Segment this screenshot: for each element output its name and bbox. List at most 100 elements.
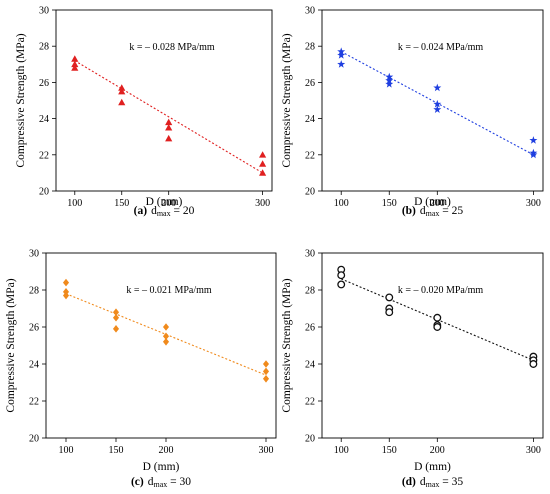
- panel-caption: (a) dmax = 20: [134, 205, 195, 218]
- y-tick-label: 22: [29, 397, 39, 408]
- caption-tag: (a): [134, 205, 148, 217]
- data-point: [112, 313, 120, 322]
- data-point: [529, 136, 538, 144]
- data-point: [162, 338, 170, 346]
- x-tick-label: 200: [159, 445, 174, 456]
- data-point: [62, 278, 70, 287]
- x-axis-label: D (mm): [146, 196, 183, 208]
- data-point: [165, 124, 173, 131]
- data-point: [62, 291, 70, 300]
- data-point: [337, 280, 346, 289]
- y-tick-label: 24: [29, 360, 39, 371]
- chart-panel-b: 20 22 24 26 28 30 100 150 200 300 D (mm) Compressiv…: [281, 6, 544, 218]
- caption-tag: (c): [131, 476, 144, 488]
- x-tick-label: 100: [59, 445, 74, 456]
- x-tick-label: 300: [255, 198, 270, 209]
- data-point: [385, 293, 394, 302]
- data-point: [262, 367, 270, 376]
- caption-value: = 20: [171, 205, 195, 217]
- panel-caption: (c) dmax = 30: [131, 476, 191, 489]
- data-point: [262, 375, 270, 383]
- caption-subscript: max: [426, 209, 440, 218]
- caption-subscript: max: [426, 480, 440, 489]
- data-point: [385, 308, 394, 317]
- x-axis-label: D (mm): [414, 196, 451, 208]
- data-point: [259, 169, 267, 176]
- caption-value: = 35: [439, 476, 463, 488]
- plot-frame: [45, 252, 277, 439]
- y-tick-label: 30: [305, 6, 315, 17]
- y-axis-label: Compressive Strength (MPa): [281, 278, 293, 412]
- y-axis-label: Compressive Strength (MPa): [15, 33, 27, 167]
- y-tick-label: 24: [305, 114, 315, 125]
- x-tick-label: 150: [114, 198, 129, 209]
- data-point: [433, 99, 442, 108]
- caption-tag: (b): [402, 205, 416, 217]
- trend-line: [74, 60, 263, 174]
- y-tick-label: 28: [305, 42, 315, 53]
- caption-var: d: [420, 476, 426, 488]
- data-point: [385, 80, 394, 88]
- data-point: [71, 60, 79, 68]
- x-tick-label: 200: [430, 445, 445, 456]
- data-point: [112, 308, 120, 316]
- panel-caption: (b) dmax = 25: [402, 205, 464, 218]
- caption-value: = 30: [167, 476, 191, 488]
- x-tick-label: 300: [526, 445, 541, 456]
- data-point: [529, 150, 538, 159]
- data-point: [433, 105, 442, 113]
- data-point: [118, 98, 126, 106]
- data-point: [162, 332, 170, 341]
- slope-annotation: k = – 0.020 MPa/mm: [398, 285, 484, 296]
- x-tick-label: 100: [67, 198, 82, 209]
- panel-caption: (d) dmax = 35: [402, 476, 464, 489]
- y-tick-label: 20: [29, 434, 39, 445]
- y-tick-label: 28: [39, 42, 49, 53]
- x-tick-label: 150: [382, 445, 397, 456]
- caption-value: = 25: [439, 205, 463, 217]
- y-axis-label: Compressive Strength (MPa): [281, 33, 293, 167]
- slope-annotation: k = – 0.021 MPa/mm: [126, 285, 212, 296]
- y-tick-label: 28: [29, 286, 39, 297]
- data-point: [337, 60, 346, 68]
- data-point: [118, 84, 126, 91]
- x-axis-label: D (mm): [414, 461, 451, 473]
- x-axis-label: D (mm): [143, 461, 180, 473]
- chart-panel-c: 20 22 24 26 28 30 100 150 200 300 D (mm) Compressiv…: [5, 249, 277, 489]
- plot-frame: [321, 9, 544, 192]
- data-point: [118, 87, 126, 95]
- data-point: [71, 55, 79, 62]
- chart-panel-d: 20 22 24 26 28 30 100 150 200 300 D (mm) Compressiv…: [281, 249, 544, 489]
- y-tick-label: 22: [305, 397, 315, 408]
- caption-tag: (d): [402, 476, 416, 488]
- caption-var: d: [148, 476, 154, 488]
- y-tick-label: 30: [29, 249, 39, 260]
- x-tick-label: 150: [382, 198, 397, 209]
- data-point: [433, 313, 442, 322]
- caption-var: d: [420, 205, 426, 217]
- y-tick-label: 22: [305, 150, 315, 161]
- y-tick-label: 24: [305, 360, 315, 371]
- plot-frame: [55, 9, 273, 192]
- data-point: [337, 51, 346, 59]
- y-tick-label: 26: [39, 78, 49, 89]
- y-tick-label: 26: [29, 323, 39, 334]
- x-tick-label: 150: [109, 445, 124, 456]
- y-tick-label: 26: [305, 323, 315, 334]
- y-tick-label: 20: [305, 187, 315, 198]
- data-point: [259, 151, 267, 158]
- y-tick-label: 20: [305, 434, 315, 445]
- data-point: [71, 64, 79, 71]
- slope-annotation: k = – 0.028 MPa/mm: [129, 42, 215, 53]
- data-point: [529, 360, 538, 368]
- data-point: [433, 83, 442, 92]
- x-tick-label: 100: [334, 445, 349, 456]
- data-point: [337, 271, 346, 280]
- data-point: [433, 323, 442, 331]
- x-tick-label: 100: [334, 198, 349, 209]
- data-point: [262, 360, 270, 368]
- y-tick-label: 30: [39, 6, 49, 17]
- y-tick-label: 24: [39, 114, 49, 125]
- x-tick-label: 200: [430, 198, 445, 209]
